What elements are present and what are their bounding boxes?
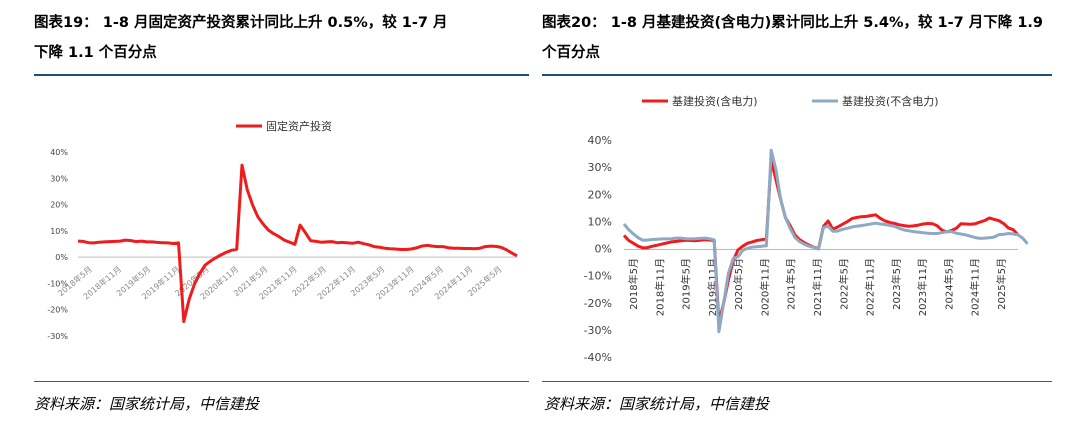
chart1-y-tick-label: -20% bbox=[47, 306, 68, 315]
left-source-note: 资料来源：国家统计局，中信建投 bbox=[34, 395, 260, 413]
right-title-rule bbox=[542, 74, 1052, 76]
chart1-y-tick-label: -30% bbox=[47, 332, 68, 341]
chart1-y-tick-label: 20% bbox=[50, 201, 68, 210]
right-source-rule bbox=[542, 381, 1052, 382]
chart2-y-tick-label: -30% bbox=[584, 324, 612, 337]
chart1-series-line-1 bbox=[77, 163, 518, 323]
right-title-line2: 个百分点 bbox=[542, 45, 600, 61]
chart2-y-tick-label: 20% bbox=[588, 188, 612, 201]
left-figure-title: 图表19： 1-8 月固定资产投资累计同比上升 0.5%，较 1-7 月 下降 … bbox=[34, 8, 529, 68]
chart2-legend-label: 基建投资(不含电力) bbox=[842, 94, 939, 108]
chart2-x-tick-label: 2018年5月 bbox=[627, 258, 640, 310]
chart2-y-tick-label: -20% bbox=[584, 297, 612, 310]
chart2-legend-label: 基建投资(含电力) bbox=[672, 94, 758, 108]
chart2-x-tick-label: 2024年11月 bbox=[969, 258, 982, 316]
chart2-y-tick-label: 30% bbox=[588, 161, 612, 174]
right-source-note: 资料来源：国家统计局，中信建投 bbox=[544, 395, 770, 413]
chart1-y-tick-label: -10% bbox=[47, 279, 68, 288]
chart1-y-tick-label: 30% bbox=[50, 174, 68, 183]
right-figure-title: 图表20： 1-8 月基建投资(含电力)累计同比上升 5.4%，较 1-7 月下… bbox=[542, 8, 1062, 68]
chart1-y-tick-label: 0% bbox=[55, 253, 68, 262]
chart2-x-tick-label: 2024年5月 bbox=[942, 258, 955, 310]
left-title-line1: 图表19： 1-8 月固定资产投资累计同比上升 0.5%，较 1-7 月 bbox=[34, 15, 448, 31]
chart2-x-tick-label: 2018年11月 bbox=[653, 258, 666, 316]
chart2-x-tick-label: 2019年5月 bbox=[680, 258, 693, 310]
chart2-x-tick-label: 2020年5月 bbox=[732, 258, 745, 310]
chart2-x-tick-label: 2020年11月 bbox=[758, 258, 771, 316]
chart2-x-tick-label: 2021年11月 bbox=[811, 258, 824, 316]
chart2-series-line-2 bbox=[622, 148, 1029, 334]
right-figure-panel: 图表20： 1-8 月基建投资(含电力)累计同比上升 5.4%，较 1-7 月下… bbox=[540, 0, 1080, 427]
chart2-y-tick-label: 10% bbox=[588, 215, 612, 228]
left-title-line2: 下降 1.1 个百分点 bbox=[34, 45, 157, 61]
chart2-x-tick-label: 2022年5月 bbox=[837, 258, 850, 310]
right-line-chart: 40% 30% 20% 10% 0% -10% -20% -30% -40% 2018年5月 201… bbox=[584, 94, 1029, 364]
chart2-x-tick-label: 2025年5月 bbox=[995, 258, 1008, 310]
chart1-legend-label: 固定资产投资 bbox=[266, 119, 332, 133]
chart1-y-tick-label: 40% bbox=[50, 148, 68, 157]
right-title-line1: 图表20： 1-8 月基建投资(含电力)累计同比上升 5.4%，较 1-7 月下… bbox=[542, 15, 1044, 31]
left-source-rule bbox=[34, 381, 529, 382]
chart2-y-tick-label: 0% bbox=[595, 243, 612, 256]
chart2-x-tick-label: 2022年11月 bbox=[864, 258, 877, 316]
left-title-rule bbox=[34, 74, 529, 76]
chart2-x-tick-label: 2023年11月 bbox=[916, 258, 929, 316]
chart2-x-tick-label: 2021年5月 bbox=[785, 258, 798, 310]
left-line-chart: 40%30%20%10%0%-10%-20%-30%2018年5月2018年11… bbox=[47, 119, 518, 341]
chart2-y-tick-label: -10% bbox=[584, 270, 612, 283]
chart2-y-tick-label: 40% bbox=[588, 134, 612, 147]
left-figure-panel: 图表19： 1-8 月固定资产投资累计同比上升 0.5%，较 1-7 月 下降 … bbox=[0, 0, 535, 427]
chart1-y-tick-label: 10% bbox=[50, 227, 68, 236]
chart2-x-tick-label: 2023年5月 bbox=[890, 258, 903, 310]
chart2-y-tick-label: -40% bbox=[584, 351, 612, 364]
